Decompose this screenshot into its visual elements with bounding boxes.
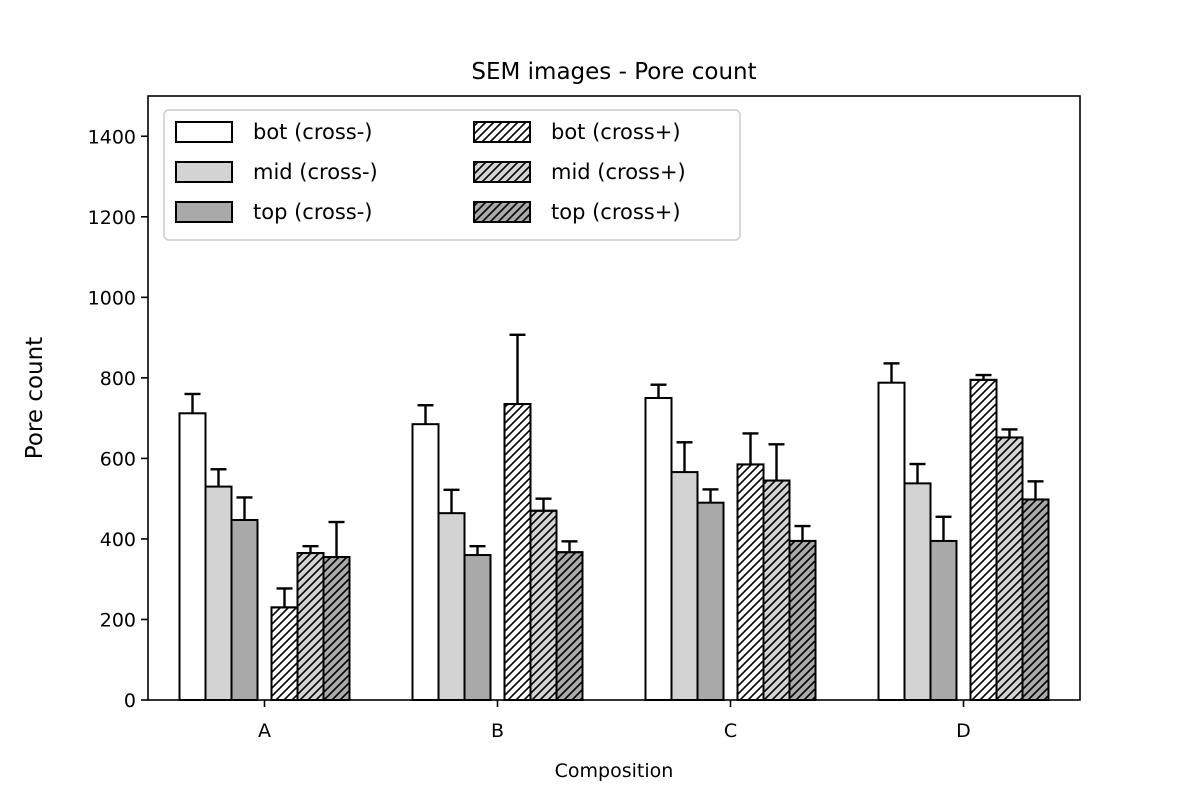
legend-label: bot (cross-) (253, 120, 373, 144)
y-tick-label: 0 (124, 690, 136, 712)
legend-swatch-hatch (473, 161, 531, 183)
x-tick-label: A (258, 720, 271, 742)
y-tick-label: 1200 (88, 207, 136, 229)
bar-hatch (529, 509, 558, 701)
axes: 0 200 400 600 800 1000 1200 1400 A B C D (88, 95, 1081, 742)
legend-swatch (175, 201, 233, 223)
chart-title: SEM images - Pore count (471, 59, 756, 85)
plot-frame (147, 95, 1081, 701)
bar-hatch (762, 479, 791, 701)
error-bars-layer (184, 333, 1044, 608)
legend-label: top (cross-) (253, 200, 373, 224)
bar-hatch (736, 463, 765, 701)
bar-hatch (322, 556, 351, 702)
y-tick-label: 600 (100, 448, 136, 470)
bar (204, 485, 233, 701)
bar (696, 501, 725, 701)
bar-hatch (969, 378, 998, 701)
y-tick-label: 1000 (88, 287, 136, 309)
bar (230, 519, 259, 701)
legend-swatch-hatch (473, 121, 531, 143)
bar-hatch (788, 539, 817, 701)
bar-hatch (296, 552, 325, 701)
legend: bot (cross-) mid (cross-) top (cross-) bot … (163, 109, 741, 241)
bar-hatch (1021, 498, 1050, 701)
bar (929, 539, 958, 701)
bar (877, 381, 906, 701)
x-axis-label: Composition (555, 760, 674, 782)
legend-label: mid (cross-) (253, 160, 378, 184)
bar (670, 471, 699, 701)
x-tick-label: D (956, 720, 971, 742)
bar-hatch (270, 606, 299, 701)
legend-swatch-hatch (473, 201, 531, 223)
y-axis-label: Pore count (22, 337, 48, 459)
bar (644, 397, 673, 701)
bar (903, 482, 932, 701)
legend-swatch (175, 121, 233, 143)
y-tick-label: 1400 (88, 126, 136, 148)
bar (411, 423, 440, 701)
bar (437, 512, 466, 701)
bar-hatch (995, 436, 1024, 701)
bar-hatch (555, 551, 584, 701)
x-tick-label: C (724, 720, 737, 742)
bar-hatch (503, 403, 532, 701)
legend-label: bot (cross+) (551, 120, 681, 144)
legend-swatch (175, 161, 233, 183)
legend-label: top (cross+) (551, 200, 681, 224)
legend-label: mid (cross+) (551, 160, 686, 184)
bar (463, 554, 492, 701)
x-tick-label: B (491, 720, 504, 742)
bar (178, 412, 207, 701)
y-tick-label: 200 (100, 609, 136, 631)
y-tick-label: 800 (100, 368, 136, 390)
y-tick-label: 400 (100, 529, 136, 551)
legend-box (163, 109, 741, 241)
bars-layer (178, 378, 1050, 702)
